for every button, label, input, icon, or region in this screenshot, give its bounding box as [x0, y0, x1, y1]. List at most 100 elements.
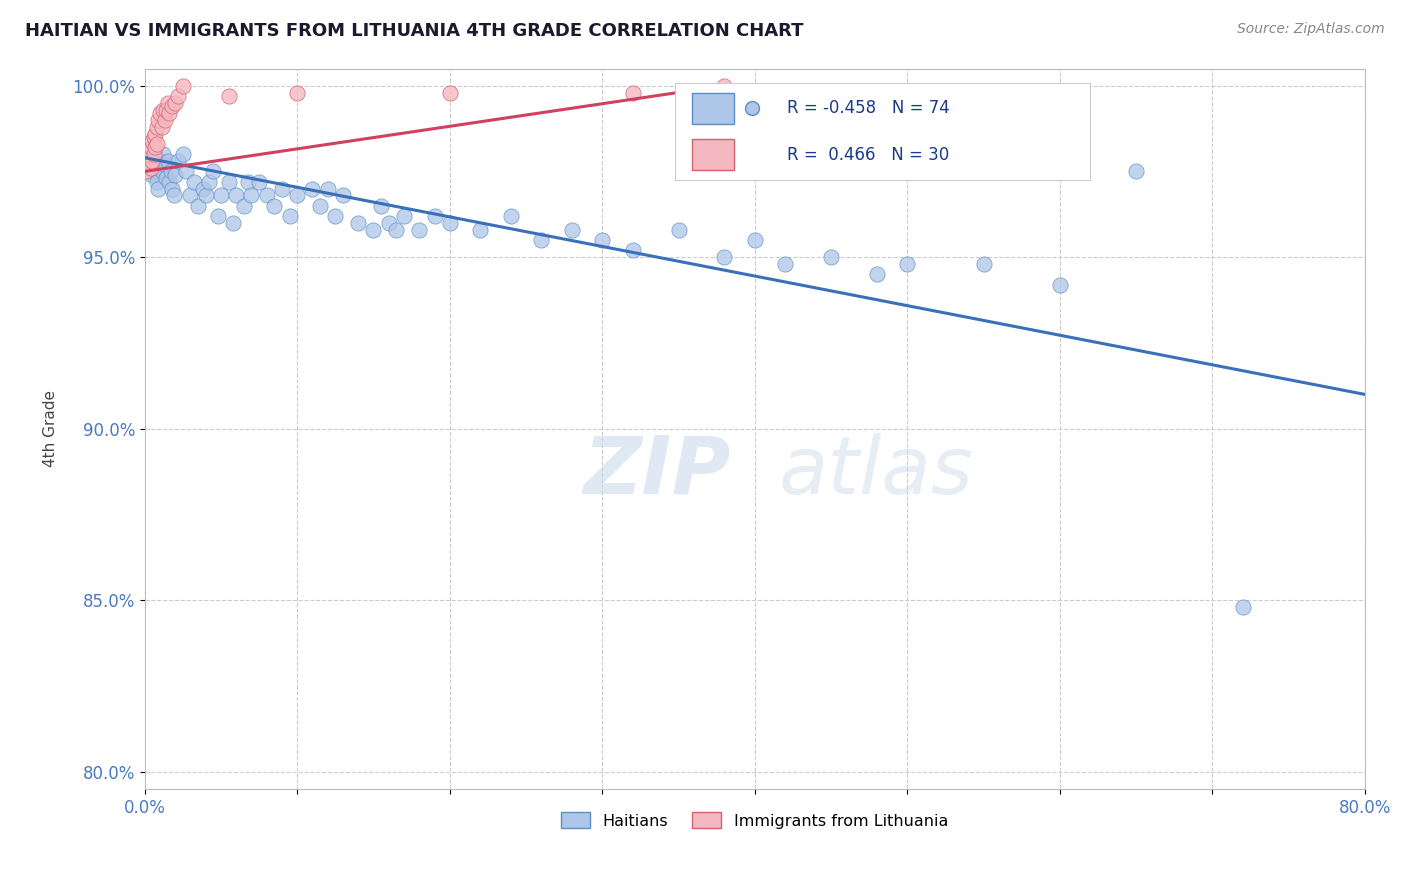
- Point: [332, 188, 354, 202]
- Point: [152, 147, 174, 161]
- Point: [325, 209, 347, 223]
- Point: [285, 86, 308, 100]
- Point: [561, 223, 583, 237]
- Point: [385, 223, 408, 237]
- Point: [232, 199, 254, 213]
- Point: [150, 120, 173, 134]
- Legend: Haitians, Immigrants from Lithuania: Haitians, Immigrants from Lithuania: [555, 805, 955, 835]
- Point: [179, 188, 201, 202]
- Point: [157, 175, 180, 189]
- Text: atlas: atlas: [779, 433, 974, 511]
- Point: [148, 112, 170, 127]
- Text: ZIP: ZIP: [583, 433, 730, 511]
- Point: [820, 250, 842, 264]
- Point: [174, 164, 197, 178]
- Point: [470, 223, 492, 237]
- Point: [148, 181, 170, 195]
- Point: [139, 161, 162, 175]
- Point: [142, 130, 165, 145]
- Point: [141, 168, 163, 182]
- Point: [247, 175, 270, 189]
- Point: [139, 140, 162, 154]
- Point: [155, 171, 177, 186]
- Point: [866, 268, 889, 282]
- Point: [1049, 277, 1071, 292]
- Text: HAITIAN VS IMMIGRANTS FROM LITHUANIA 4TH GRADE CORRELATION CHART: HAITIAN VS IMMIGRANTS FROM LITHUANIA 4TH…: [25, 22, 804, 40]
- Point: [149, 154, 172, 169]
- Point: [713, 250, 735, 264]
- Point: [347, 216, 370, 230]
- Point: [145, 164, 167, 178]
- Point: [150, 164, 173, 178]
- Point: [155, 103, 177, 117]
- Point: [194, 188, 217, 202]
- Point: [775, 257, 797, 271]
- Point: [278, 209, 301, 223]
- Point: [973, 257, 995, 271]
- Point: [271, 181, 294, 195]
- Point: [145, 140, 167, 154]
- Point: [591, 233, 613, 247]
- Point: [621, 86, 644, 100]
- Point: [285, 188, 308, 202]
- Point: [263, 199, 285, 213]
- Point: [165, 95, 187, 110]
- Point: [156, 154, 179, 169]
- Point: [146, 120, 169, 134]
- Point: [621, 244, 644, 258]
- Point: [136, 144, 159, 158]
- Point: [172, 78, 194, 93]
- Point: [392, 209, 415, 223]
- Point: [139, 161, 162, 175]
- Point: [363, 223, 385, 237]
- Point: [218, 175, 240, 189]
- Point: [309, 199, 332, 213]
- Point: [499, 209, 522, 223]
- Point: [160, 99, 183, 113]
- Point: [146, 175, 169, 189]
- Point: [142, 147, 165, 161]
- Point: [225, 188, 247, 202]
- Point: [191, 181, 214, 195]
- Point: [187, 199, 209, 213]
- Point: [744, 233, 766, 247]
- Point: [142, 147, 165, 161]
- Point: [240, 188, 263, 202]
- Y-axis label: 4th Grade: 4th Grade: [44, 390, 58, 467]
- Point: [183, 175, 205, 189]
- Point: [222, 216, 245, 230]
- Point: [1232, 600, 1254, 615]
- Point: [136, 154, 159, 169]
- Point: [668, 223, 690, 237]
- Point: [135, 164, 157, 178]
- Point: [141, 154, 163, 169]
- Point: [157, 106, 180, 120]
- Point: [530, 233, 553, 247]
- Point: [146, 136, 169, 151]
- Point: [408, 223, 430, 237]
- Point: [423, 209, 446, 223]
- Point: [377, 216, 399, 230]
- Point: [138, 154, 160, 169]
- Point: [156, 95, 179, 110]
- Point: [167, 154, 190, 169]
- Point: [153, 157, 176, 171]
- Point: [167, 89, 190, 103]
- Point: [202, 164, 225, 178]
- Point: [159, 164, 181, 178]
- Point: [163, 188, 186, 202]
- Point: [209, 188, 232, 202]
- Point: [218, 89, 240, 103]
- Point: [238, 175, 260, 189]
- Point: [145, 127, 167, 141]
- Point: [138, 147, 160, 161]
- Point: [713, 78, 735, 93]
- Point: [160, 181, 183, 195]
- Point: [152, 103, 174, 117]
- Point: [153, 112, 176, 127]
- Point: [439, 86, 461, 100]
- Point: [256, 188, 278, 202]
- Point: [1125, 164, 1147, 178]
- Point: [207, 209, 229, 223]
- Point: [316, 181, 339, 195]
